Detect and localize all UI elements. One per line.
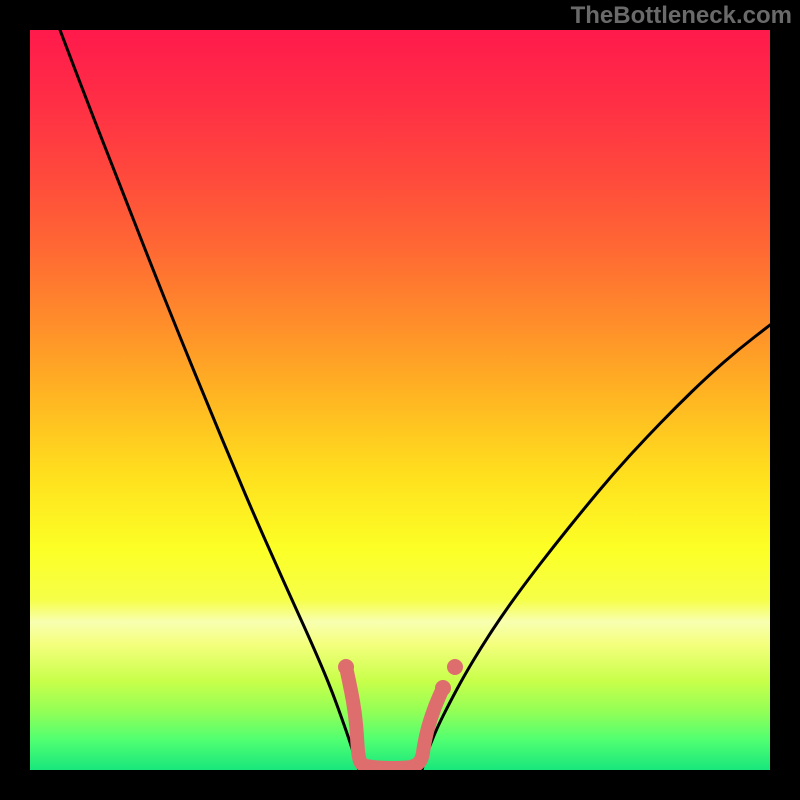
- marker-dot-1: [435, 680, 451, 696]
- curve-right: [422, 325, 770, 770]
- chart-svg: [30, 30, 770, 770]
- plot-area: [30, 30, 770, 770]
- marker-dot-2: [447, 659, 463, 675]
- watermark: TheBottleneck.com: [571, 2, 792, 30]
- marker-segment-0: [346, 667, 443, 768]
- curve-left: [60, 30, 359, 770]
- marker-dot-0: [338, 659, 354, 675]
